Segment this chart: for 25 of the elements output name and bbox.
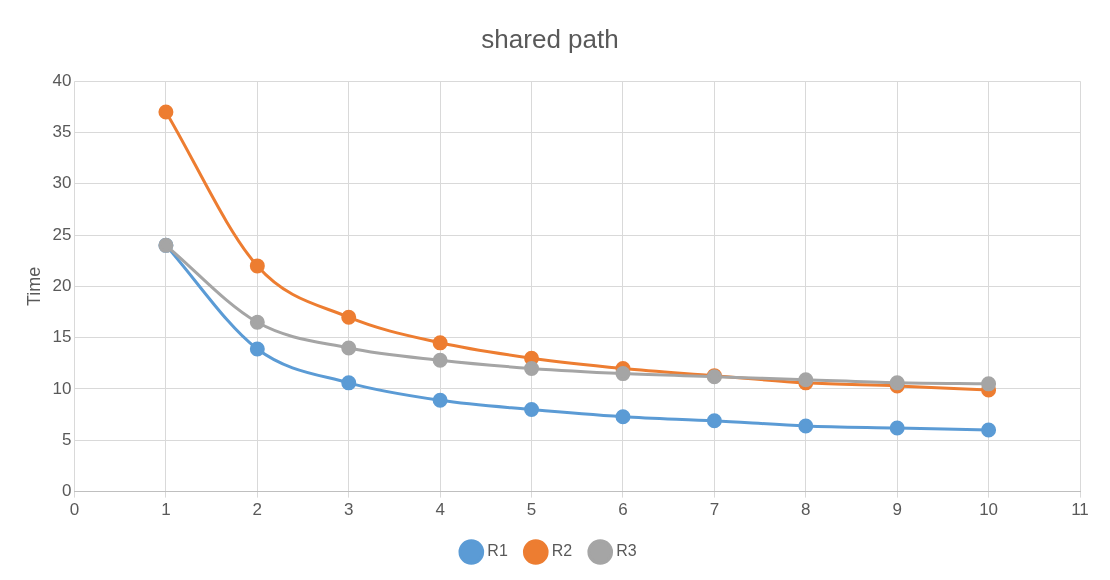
legend-label: R3 (616, 542, 637, 560)
y-tick-label: 20 (52, 276, 72, 296)
legend-label: R1 (487, 542, 508, 560)
x-tick-label: 9 (892, 500, 902, 520)
x-tick-label: 10 (979, 500, 999, 520)
x-tick-label: 1 (161, 500, 171, 520)
y-tick-label: 40 (52, 70, 72, 90)
x-tick-label: 5 (526, 500, 537, 520)
x-tick-label: 4 (435, 500, 445, 520)
y-tick-label: 0 (62, 481, 72, 501)
x-tick-label: 6 (618, 500, 628, 520)
y-tick-label: 5 (62, 429, 72, 449)
y-tick-label: 35 (52, 122, 72, 142)
y-tick-label: 25 (52, 224, 72, 244)
x-tick-label: 7 (709, 500, 720, 520)
x-tick-label: 8 (801, 500, 811, 520)
chart-title: shared path (481, 23, 619, 54)
x-tick-label: 2 (252, 500, 263, 520)
y-tick-label: 10 (52, 378, 72, 398)
y-axis-title: Time (23, 266, 44, 307)
y-tick-label: 30 (52, 173, 72, 193)
x-tick-label: 11 (1071, 500, 1089, 520)
legend-label: R2 (551, 542, 573, 560)
x-tick-label: 3 (344, 500, 354, 520)
y-tick-label: 15 (52, 327, 72, 347)
